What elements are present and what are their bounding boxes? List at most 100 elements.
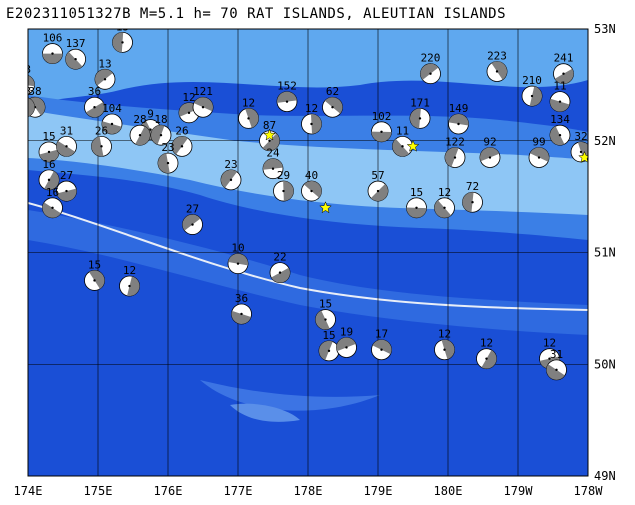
- focal-mechanism[interactable]: 27: [182, 203, 203, 235]
- beachball-center: [121, 41, 124, 44]
- beachball-center: [558, 133, 562, 137]
- focal-mechanism[interactable]: 87: [259, 119, 280, 152]
- event-depth-label: 10: [231, 242, 244, 255]
- beachball-compression: [151, 125, 165, 145]
- beachball-center: [555, 368, 558, 372]
- focal-mechanism[interactable]: 23: [157, 141, 179, 174]
- focal-mechanism[interactable]: 12: [476, 337, 497, 370]
- event-depth-label: 241: [554, 52, 574, 65]
- beachball-compression: [42, 53, 63, 64]
- focal-mechanism[interactable]: 12: [434, 328, 455, 361]
- focal-mechanism[interactable]: 31: [56, 124, 77, 157]
- beachball-compression: [44, 171, 59, 190]
- focal-mechanism[interactable]: 171: [409, 96, 431, 129]
- beachball-compression: [319, 340, 333, 361]
- event-depth-label: 87: [263, 119, 276, 132]
- focal-mechanism[interactable]: 31: [546, 348, 567, 381]
- focal-mechanism[interactable]: 12: [434, 186, 455, 219]
- focal-mechanism[interactable]: 29: [273, 169, 294, 202]
- focal-mechanism[interactable]: 134: [549, 113, 571, 146]
- focal-mechanism[interactable]: 15: [315, 298, 336, 330]
- event-depth-label: 104: [102, 102, 122, 115]
- focal-mechanism[interactable]: 36: [84, 85, 105, 118]
- focal-mechanism[interactable]: 10: [227, 242, 249, 275]
- beachball-center: [191, 223, 194, 226]
- focal-mechanism[interactable]: 210: [521, 74, 543, 107]
- focal-mechanism[interactable]: 23: [220, 158, 242, 191]
- beachball-compression: [277, 91, 297, 103]
- beachball-center: [149, 128, 152, 131]
- focal-mechanism[interactable]: 137: [65, 37, 86, 70]
- event-depth-label: 38: [18, 85, 31, 98]
- focal-mechanism[interactable]: 12: [238, 96, 259, 129]
- focal-mechanism[interactable]: 152: [276, 80, 298, 113]
- focal-mechanism[interactable]: 15: [318, 329, 340, 362]
- beachball-center: [429, 72, 432, 75]
- focal-mechanism[interactable]: 28: [129, 113, 151, 146]
- focal-mechanism[interactable]: 26: [171, 124, 193, 157]
- focal-mechanism[interactable]: 121: [192, 85, 214, 118]
- focal-mechanism[interactable]: 220: [420, 52, 441, 85]
- event-depth-label: 53: [18, 63, 31, 76]
- focal-mechanism[interactable]: 241: [553, 52, 574, 85]
- focal-mechanism[interactable]: 26: [91, 124, 112, 157]
- focal-mechanism[interactable]: 99: [528, 136, 550, 168]
- focal-mechanism[interactable]: 17: [371, 328, 392, 361]
- beachball-compression: [28, 97, 35, 117]
- beachball-center: [415, 206, 418, 209]
- focal-mechanism[interactable]: 40: [301, 169, 322, 202]
- focal-mechanism[interactable]: 12: [119, 264, 140, 297]
- focal-mechanism[interactable]: 19: [336, 325, 357, 358]
- beachball-center: [457, 122, 460, 126]
- focal-mechanism[interactable]: 27: [56, 169, 77, 202]
- focal-mechanism[interactable]: 106: [42, 32, 63, 64]
- focal-mechanism[interactable]: 102: [371, 110, 392, 143]
- beachball-compression: [441, 339, 455, 360]
- focal-mechanism[interactable]: 149: [448, 102, 469, 135]
- event-depth-label: 12: [543, 337, 556, 350]
- beachball-compression: [182, 214, 201, 231]
- focal-mechanism[interactable]: 15: [38, 130, 60, 163]
- event-depth-label: 28: [133, 113, 146, 126]
- beachball-compression: [491, 61, 507, 80]
- focal-mechanism[interactable]: 62: [322, 85, 343, 118]
- focal-mechanism[interactable]: 13: [94, 57, 116, 90]
- focal-mechanism[interactable]: 24: [262, 147, 284, 180]
- event-depth-label: 122: [445, 136, 465, 149]
- beachball-compression: [158, 153, 170, 174]
- focal-mechanism[interactable]: 92: [479, 136, 501, 168]
- event-depth-label: 15: [42, 130, 55, 143]
- focal-mechanism[interactable]: 223: [486, 49, 508, 82]
- event-depth-label: 15: [88, 258, 101, 271]
- beachball-compression: [271, 267, 290, 283]
- event-depth-label: 152: [277, 80, 297, 93]
- beachball-compression: [193, 97, 213, 112]
- beachball-center: [282, 189, 285, 193]
- event-depth-label: 36: [88, 85, 101, 98]
- focal-mechanism[interactable]: 15: [406, 186, 427, 219]
- focal-mechanism[interactable]: 18: [150, 113, 172, 146]
- event-depth-label: 26: [175, 124, 188, 137]
- focal-mechanism[interactable]: 36: [231, 292, 252, 325]
- focal-mechanism[interactable]: 11: [549, 80, 571, 113]
- event-depth-label: 18: [154, 113, 167, 126]
- focal-mechanism[interactable]: 12: [301, 102, 322, 135]
- beachball-center: [495, 70, 499, 73]
- epicenter-stars: [263, 128, 588, 214]
- focal-mechanism[interactable]: 53: [15, 63, 35, 95]
- focal-mechanism[interactable]: 104: [101, 102, 123, 135]
- focal-mechanism[interactable]: 72: [462, 180, 483, 213]
- beachball-compression: [135, 126, 151, 146]
- focal-mechanism[interactable]: 16: [38, 158, 60, 191]
- event-depth-label: 29: [277, 169, 290, 182]
- focal-mechanism[interactable]: 38: [15, 85, 35, 118]
- focal-mechanism[interactable]: 16: [42, 186, 63, 219]
- focal-mechanism[interactable]: 57: [367, 169, 389, 202]
- focal-mechanism[interactable]: 122: [444, 136, 466, 168]
- focal-mechanism[interactable]: 15: [84, 258, 105, 291]
- focal-mechanism[interactable]: 15: [112, 20, 133, 53]
- focal-mechanism[interactable]: 22: [269, 251, 291, 284]
- event-depth-label: 19: [340, 325, 353, 338]
- event-depth-label: 13: [98, 57, 111, 70]
- event-depth-label: 11: [396, 124, 409, 137]
